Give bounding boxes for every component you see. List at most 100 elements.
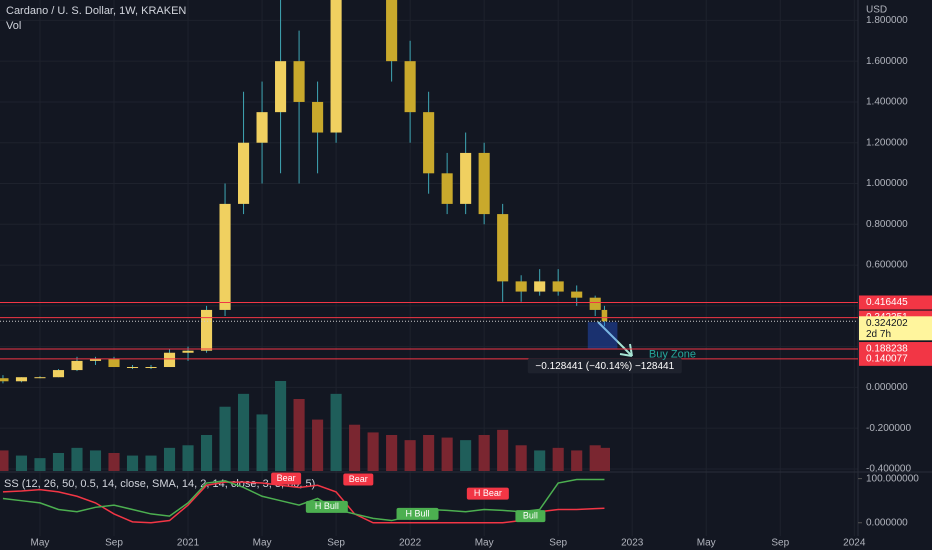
candle-body bbox=[200, 309, 213, 351]
candle-body bbox=[441, 173, 453, 204]
candle-body bbox=[108, 358, 120, 368]
arrow bbox=[597, 321, 633, 357]
y-tick-label: 0.800000 bbox=[866, 219, 908, 230]
candle-body bbox=[238, 142, 250, 204]
candle-body bbox=[163, 352, 176, 368]
x-tick-label: 2022 bbox=[399, 538, 422, 549]
candle-body bbox=[219, 203, 231, 310]
signal-label: H Bull bbox=[315, 501, 339, 511]
volume-bar bbox=[441, 437, 453, 471]
x-tick-label: 2024 bbox=[843, 538, 866, 549]
volume-bar bbox=[256, 414, 268, 471]
candle-body bbox=[404, 61, 416, 113]
candle-body bbox=[534, 281, 546, 292]
x-tick-label: Sep bbox=[327, 538, 345, 549]
candle-body bbox=[256, 112, 268, 143]
candle-body bbox=[275, 61, 287, 113]
annotation: Buy Zone bbox=[649, 349, 696, 361]
x-tick-label: May bbox=[253, 538, 272, 549]
osc-tick-label: 0.000000 bbox=[866, 517, 908, 528]
volume-bar bbox=[349, 424, 361, 471]
last-price-badge bbox=[859, 316, 932, 341]
candle-body bbox=[0, 378, 9, 382]
osc-line bbox=[2, 481, 605, 524]
candle-body bbox=[460, 152, 472, 204]
volume-bar bbox=[219, 406, 231, 471]
volume-bar bbox=[386, 435, 398, 471]
volume-bar bbox=[478, 435, 490, 471]
volume-bar bbox=[0, 450, 9, 471]
countdown: 2d 7h bbox=[866, 329, 891, 340]
volume-bar bbox=[293, 399, 305, 471]
candle-body bbox=[89, 358, 102, 361]
candle-body bbox=[330, 0, 342, 133]
signal-label: Bear bbox=[349, 474, 368, 484]
volume-label: Vol bbox=[6, 20, 21, 32]
y-tick-label: 1.200000 bbox=[866, 137, 908, 148]
symbol-title: Cardano / U. S. Dollar, 1W, KRAKEN bbox=[6, 5, 186, 17]
volume-bar bbox=[589, 445, 601, 471]
measure-box bbox=[587, 322, 618, 349]
currency: USD bbox=[866, 5, 887, 16]
volume-bar bbox=[404, 440, 416, 471]
y-tick-label: 0.600000 bbox=[866, 260, 908, 271]
candle-body bbox=[386, 0, 398, 62]
volume-bar bbox=[52, 453, 65, 471]
x-tick-label: 2023 bbox=[621, 538, 644, 549]
candle-body bbox=[601, 309, 608, 322]
y-tick-label: 1.000000 bbox=[866, 178, 908, 189]
candle-body bbox=[478, 152, 490, 215]
volume-bar bbox=[552, 447, 564, 471]
level-label: 0.188238 bbox=[866, 344, 908, 355]
y-tick-label: 1.800000 bbox=[866, 15, 908, 26]
volume-bar bbox=[423, 435, 435, 471]
volume-bar bbox=[200, 435, 213, 471]
level-label: 0.416445 bbox=[866, 297, 908, 308]
volume-bar bbox=[163, 447, 176, 471]
level-badge bbox=[859, 295, 932, 310]
volume-bar bbox=[145, 455, 157, 471]
volume-bar bbox=[238, 393, 250, 471]
y-tick-label: -0.200000 bbox=[866, 423, 911, 434]
volume-bar bbox=[108, 453, 120, 471]
candle-body bbox=[571, 291, 583, 298]
signal-badge bbox=[466, 487, 509, 500]
osc-tick-label: 100.000000 bbox=[866, 473, 919, 484]
y-tick-label: 1.400000 bbox=[866, 97, 908, 108]
measure-label: −0.128441 (−40.14%) −128441 bbox=[535, 361, 674, 372]
candle-body bbox=[423, 112, 435, 174]
candle-body bbox=[126, 367, 139, 369]
candle-body bbox=[71, 360, 83, 371]
level-badge bbox=[859, 351, 932, 366]
level-label: 0.140077 bbox=[866, 353, 908, 364]
candle-body bbox=[145, 367, 157, 369]
signal-badge bbox=[343, 473, 374, 486]
signal-label: Bull bbox=[523, 511, 538, 521]
signal-label: Bear bbox=[277, 473, 296, 483]
signal-badge bbox=[305, 500, 348, 513]
y-tick-label: -0.400000 bbox=[866, 464, 911, 475]
volume-bar bbox=[15, 455, 28, 471]
x-tick-label: May bbox=[475, 538, 494, 549]
candle-body bbox=[497, 214, 509, 282]
volume-bar bbox=[34, 458, 46, 471]
candle-body bbox=[312, 101, 324, 133]
candle-body bbox=[182, 350, 194, 353]
candle-body bbox=[589, 297, 601, 310]
volume-bar bbox=[71, 447, 83, 471]
candle-body bbox=[15, 377, 28, 382]
signal-badge bbox=[515, 510, 546, 523]
volume-bar bbox=[598, 447, 611, 471]
x-tick-label: May bbox=[31, 538, 50, 549]
signal-badge bbox=[396, 507, 439, 520]
volume-bar bbox=[312, 419, 324, 471]
x-tick-label: May bbox=[697, 538, 716, 549]
x-tick-label: Sep bbox=[105, 538, 123, 549]
volume-bar bbox=[534, 450, 546, 471]
y-tick-label: 1.600000 bbox=[866, 56, 908, 67]
volume-bar bbox=[89, 450, 102, 471]
candle-body bbox=[34, 377, 46, 379]
last-price-label: 0.324202 bbox=[866, 318, 908, 329]
x-tick-label: Sep bbox=[771, 538, 789, 549]
